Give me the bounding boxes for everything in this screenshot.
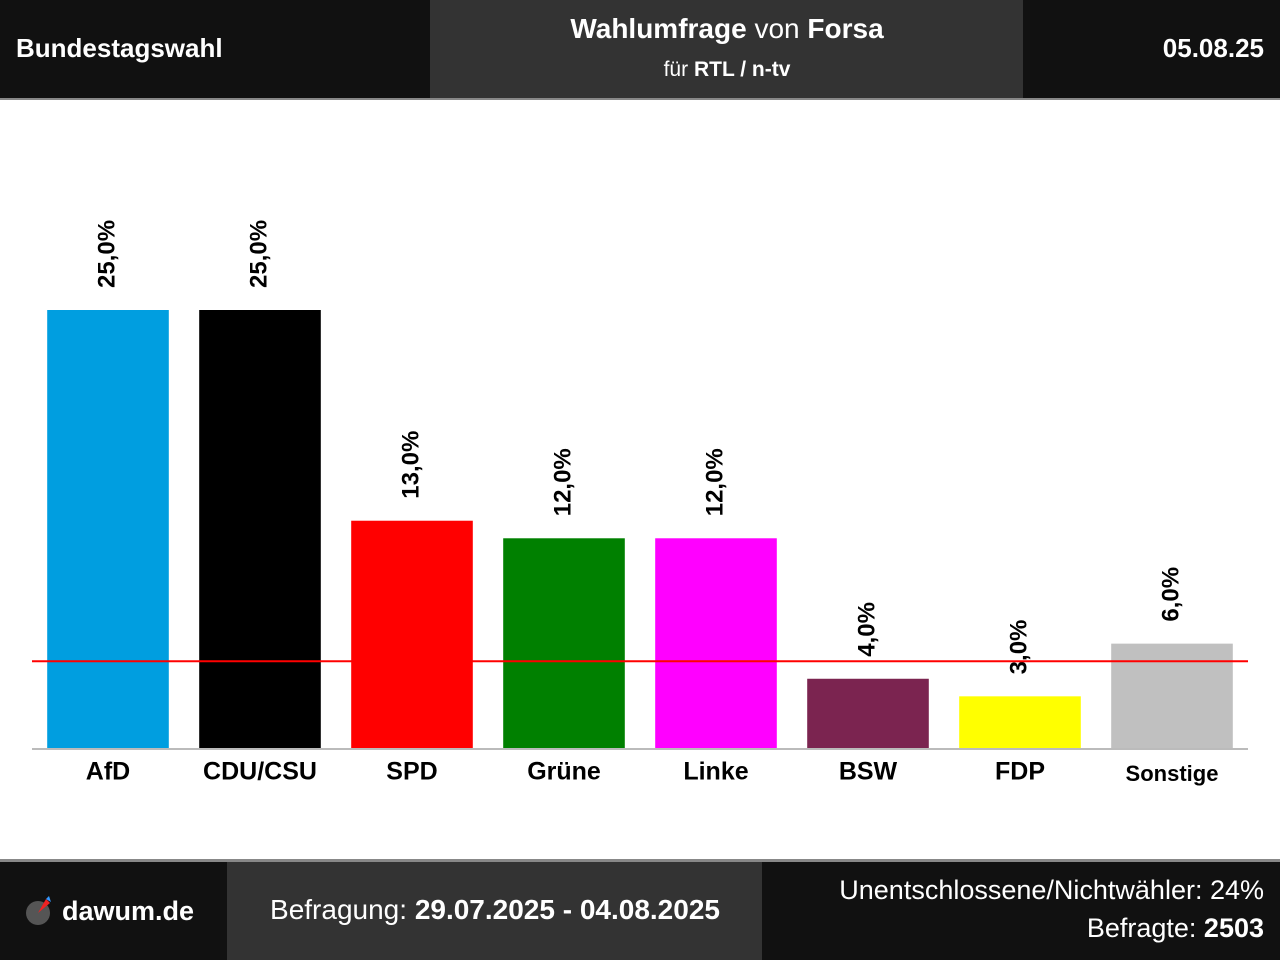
value-label: 12,0% (549, 448, 576, 516)
value-label: 4,0% (853, 602, 880, 657)
x-tick-label: Linke (683, 758, 748, 786)
title-part: Wahlumfrage (570, 13, 746, 44)
x-tick-label: FDP (995, 758, 1045, 786)
x-tick-label: AfD (86, 758, 130, 786)
header-border (0, 98, 1280, 100)
header-date: 05.08.25 (1163, 33, 1264, 63)
bar (351, 520, 473, 749)
x-tick-label: BSW (839, 758, 898, 786)
x-tick-label: SPD (386, 758, 437, 786)
value-label: 3,0% (1005, 620, 1032, 675)
footer-brand: dawum.de (62, 896, 194, 926)
subtitle-part: RTL / n-tv (694, 58, 791, 81)
value-label: 12,0% (701, 448, 728, 516)
value-label: 25,0% (93, 220, 120, 288)
value-label: 6,0% (1157, 567, 1184, 622)
respondents-label: Befragte: (1087, 913, 1197, 943)
bar (959, 696, 1081, 749)
header-subtitle: für RTL / n-tv (664, 58, 791, 81)
header-title: Wahlumfrage von Forsa (570, 13, 884, 44)
period-label: Befragung: (270, 894, 407, 925)
value-label: 13,0% (397, 431, 424, 499)
logo-accent (46, 896, 51, 902)
title-part: Forsa (807, 13, 884, 44)
bar (807, 678, 929, 749)
footer-border (0, 859, 1280, 862)
x-tick-label: Sonstige (1126, 761, 1219, 786)
respondents-value: 2503 (1204, 913, 1264, 943)
logo-accent (38, 899, 50, 913)
subtitle-part: für (664, 58, 689, 81)
footer-respondents: Befragte: 2503 (1087, 913, 1264, 943)
header-left: Bundestagswahl (16, 33, 223, 63)
x-tick-label: Grüne (527, 758, 601, 786)
bar (47, 310, 169, 749)
bar (655, 538, 777, 749)
period-value: 29.07.2025 - 04.08.2025 (415, 894, 720, 925)
header-center (430, 0, 1023, 98)
footer-undecided: Unentschlossene/Nichtwähler: 24% (839, 875, 1264, 905)
title-part: von (754, 13, 799, 44)
footer-center (227, 862, 762, 960)
bar (1111, 643, 1233, 749)
bar (503, 538, 625, 749)
value-label: 25,0% (245, 220, 272, 288)
bar (199, 310, 321, 749)
footer-period: Befragung: 29.07.2025 - 04.08.2025 (270, 894, 720, 925)
x-tick-label: CDU/CSU (203, 758, 317, 786)
